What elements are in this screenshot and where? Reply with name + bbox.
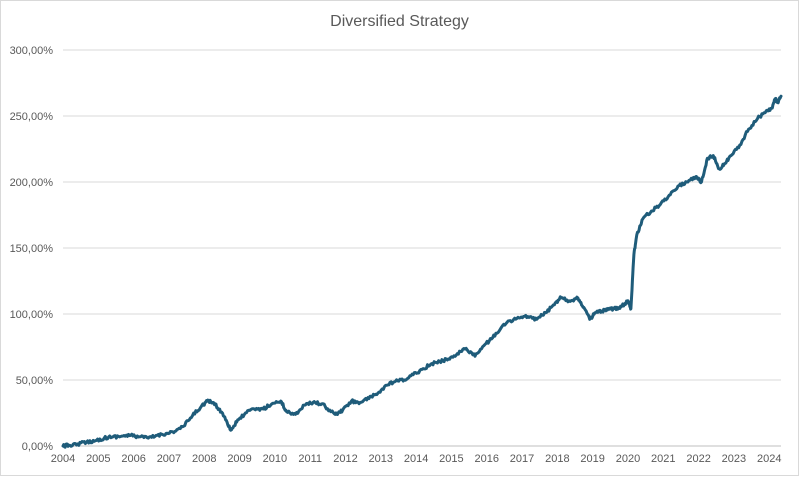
x-tick-label: 2007 [157,453,181,465]
y-tick-label: 0,00% [22,441,53,453]
x-tick-label: 2009 [227,453,251,465]
x-tick-label: 2005 [86,453,110,465]
x-tick-label: 2019 [580,453,604,465]
x-tick-label: 2012 [333,453,357,465]
x-tick-label: 2021 [651,453,675,465]
y-tick-label: 200,00% [10,177,54,189]
chart-title: Diversified Strategy [330,13,469,30]
x-tick-label: 2011 [298,453,322,465]
x-tick-label: 2022 [686,453,710,465]
y-tick-label: 150,00% [10,243,54,255]
x-tick-label: 2024 [757,453,781,465]
x-tick-label: 2010 [263,453,287,465]
x-tick-label: 2020 [616,453,640,465]
x-tick-label: 2018 [545,453,569,465]
x-tick-label: 2017 [510,453,534,465]
x-tick-label: 2023 [722,453,746,465]
x-tick-label: 2014 [404,453,428,465]
x-tick-label: 2004 [51,453,75,465]
x-tick-label: 2006 [121,453,145,465]
x-tick-label: 2013 [369,453,393,465]
x-tick-label: 2015 [439,453,463,465]
y-tick-label: 100,00% [10,309,54,321]
y-tick-label: 250,00% [10,111,54,123]
x-tick-label: 2016 [474,453,498,465]
y-tick-label: 50,00% [16,375,54,387]
y-tick-label: 300,00% [10,45,54,57]
x-tick-label: 2008 [192,453,216,465]
series-line [61,94,783,449]
